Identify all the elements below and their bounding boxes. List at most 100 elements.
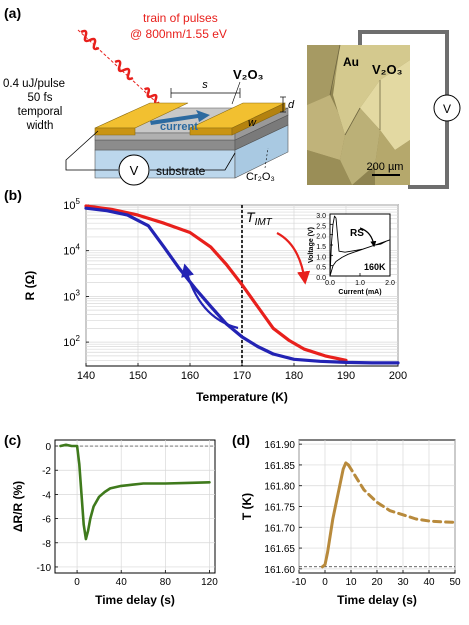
micrograph-au-label: Au [343, 55, 359, 69]
chart-b-series-heating [84, 204, 348, 362]
chart-b-inset-tick-label-y: 1.5 [316, 244, 326, 251]
chart-c-tick-label-x: 0 [74, 577, 80, 588]
chart-b-inset-tick-label-y: 1.0 [316, 254, 326, 261]
chart-d-tick-label-x: 20 [371, 577, 383, 588]
chart-d-tick-label-y: 161.85 [264, 461, 295, 472]
chart-c-tick-label-y: -10 [37, 563, 52, 574]
dimension-d-label: d [288, 99, 295, 111]
dimension-s-label: s [202, 79, 208, 91]
micrograph-voltmeter-label: V [443, 102, 451, 116]
chart-b-inset-tick-label-y: 2.5 [316, 223, 326, 230]
chart-c-plot-area [54, 439, 216, 574]
chart-b-inset-tick-label-x: 0.0 [325, 280, 335, 287]
pulse-train-text-1: train of pulses [143, 11, 218, 25]
chart-d-tick-label-x: 0 [322, 577, 328, 588]
laser-pulse-train [77, 29, 160, 105]
pulse-energy-text-3: temporal [18, 106, 63, 118]
chart-c-tick-label-y: -4 [42, 490, 51, 501]
chart-b-inset-plot-area [329, 213, 391, 277]
dimension-w-label: w [248, 117, 257, 129]
chart-d-tick-label-y: 161.65 [264, 544, 295, 555]
chart-b-tmit-label: TIMT [246, 209, 273, 228]
chart-c-ylabel: ΔR/R (%) [11, 481, 25, 532]
current-arrow [150, 110, 210, 125]
chart-c-tick-label-y: 0 [45, 442, 51, 453]
chart-c-tick-label-x: 80 [160, 577, 172, 588]
chart-c-tick-label-y: -2 [42, 466, 51, 477]
chart-d-tick-label-x: 30 [397, 577, 409, 588]
micrograph-voltmeter-icon [433, 94, 461, 122]
chart-d-tick-label-x: 50 [449, 577, 461, 588]
chart-b-xlabel: Temperature (K) [196, 390, 288, 404]
chart-d-tick-label-y: 161.80 [264, 482, 295, 493]
substrate-label: substrate [156, 164, 206, 178]
chart-b-tick-label-x: 190 [337, 370, 355, 382]
chart-b-inset-series-loop [329, 215, 391, 277]
inset-rs-arrow [359, 227, 377, 248]
chart-b-tick-label-x: 200 [389, 370, 407, 382]
chart-b-inset-tick-label-x: 2.0 [385, 280, 395, 287]
chart-c-tick-label-y: -8 [42, 539, 51, 550]
inset-temperature-label: 160K [364, 262, 386, 272]
heating-arrow [276, 232, 311, 285]
chart-d-tick-label-y: 161.90 [264, 440, 295, 451]
chart-b-inset-tick-label-x: 1.0 [355, 280, 365, 287]
pulse-icon [80, 29, 100, 51]
chart-d-tick-label-y: 161.75 [264, 503, 295, 514]
chart-d-tick-label-y: 161.60 [264, 565, 295, 576]
chart-d-tick-label-x: -10 [292, 577, 307, 588]
chart-d-tick-label-y: 161.70 [264, 523, 295, 534]
panel-b-label: (b) [4, 187, 22, 203]
chart-b-tick-label-x: 170 [233, 370, 251, 382]
chart-b-inset-tick-label-y: 0.0 [316, 275, 326, 282]
chart-d-tick-label-x: 40 [423, 577, 435, 588]
chart-b-tick-label-x: 150 [129, 370, 147, 382]
pulse-icon [114, 59, 134, 81]
chart-d-tick-label-x: 10 [345, 577, 357, 588]
inset-rs-label: RS [350, 228, 364, 239]
chart-d-ylabel: T (K) [240, 493, 254, 520]
chart-b-tick-label-y: 102 [63, 334, 80, 349]
pulse-energy-text-2: 50 fs [28, 92, 53, 104]
micrograph: Au V₂O₃ 200 µm V [307, 30, 461, 189]
chart-b-inset-tick-label-y: 0.5 [316, 265, 326, 272]
panel-a-label: (a) [4, 5, 21, 21]
current-label: current [160, 121, 198, 133]
chart-b-tick-label-y: 105 [63, 197, 80, 212]
chart-d-series-panel_d_solid [320, 461, 350, 569]
panel-d-label: (d) [232, 432, 250, 448]
chart-d-series-panel_d_dashed [346, 463, 457, 524]
chart-d: -10 0 10 20 30 40 50 161.60 161.65 161.70 161.75 16… [240, 439, 461, 607]
chart-c: 0 40 80 120 0 -2 -4 -6 -8 -10 Time delay (s) ΔR/R (… [11, 439, 218, 607]
chart-c-tick-label-x: 40 [116, 577, 128, 588]
chart-c-tick-label-y: -6 [42, 515, 51, 526]
cooling-arrow [181, 263, 239, 330]
panel-c-label: (c) [4, 432, 21, 448]
pulse-energy-text-4: width [26, 120, 54, 132]
chart-b-tick-label-x: 140 [77, 370, 95, 382]
chart-b-tick-label-x: 180 [285, 370, 303, 382]
chart-c-tick-label-x: 120 [201, 577, 218, 588]
pulse-energy-text-1: 0.4 uJ/pulse [3, 78, 65, 90]
chart-b-ylabel: R (Ω) [23, 271, 37, 301]
voltmeter-icon [118, 154, 150, 186]
chart-c-xlabel: Time delay (s) [95, 593, 175, 607]
chart-b-tick-label-x: 160 [181, 370, 199, 382]
pulse-icon [144, 87, 160, 105]
chart-b-inset: 0.0 1.0 2.0 0.0 0.5 1.0 1.5 2.0 2.5 3.0 Current (m… [308, 213, 395, 296]
chart-d-xlabel: Time delay (s) [337, 593, 417, 607]
voltmeter-label: V [130, 163, 139, 178]
micrograph-material-label: V₂O₃ [372, 62, 403, 77]
pulse-train-text-2: @ 800nm/1.55 eV [130, 27, 227, 41]
film-material-label: V₂O₃ [233, 67, 264, 82]
chart-b-tick-label-y: 103 [63, 288, 80, 303]
chart-b-inset-tick-label-y: 2.0 [316, 234, 326, 241]
chart-b-inset-tick-label-y: 3.0 [316, 213, 326, 220]
chart-b-inset-ylabel: Voltage (V) [308, 227, 315, 263]
scalebar-label: 200 µm [367, 161, 404, 173]
device-schematic: current s w d V₂O₃ V substrate Cr₂O₃ [65, 67, 295, 186]
chart-b-inset-xlabel: Current (mA) [338, 289, 381, 296]
chart-b-tick-label-y: 104 [63, 243, 80, 258]
chart-c-series-panel_c [59, 443, 211, 541]
